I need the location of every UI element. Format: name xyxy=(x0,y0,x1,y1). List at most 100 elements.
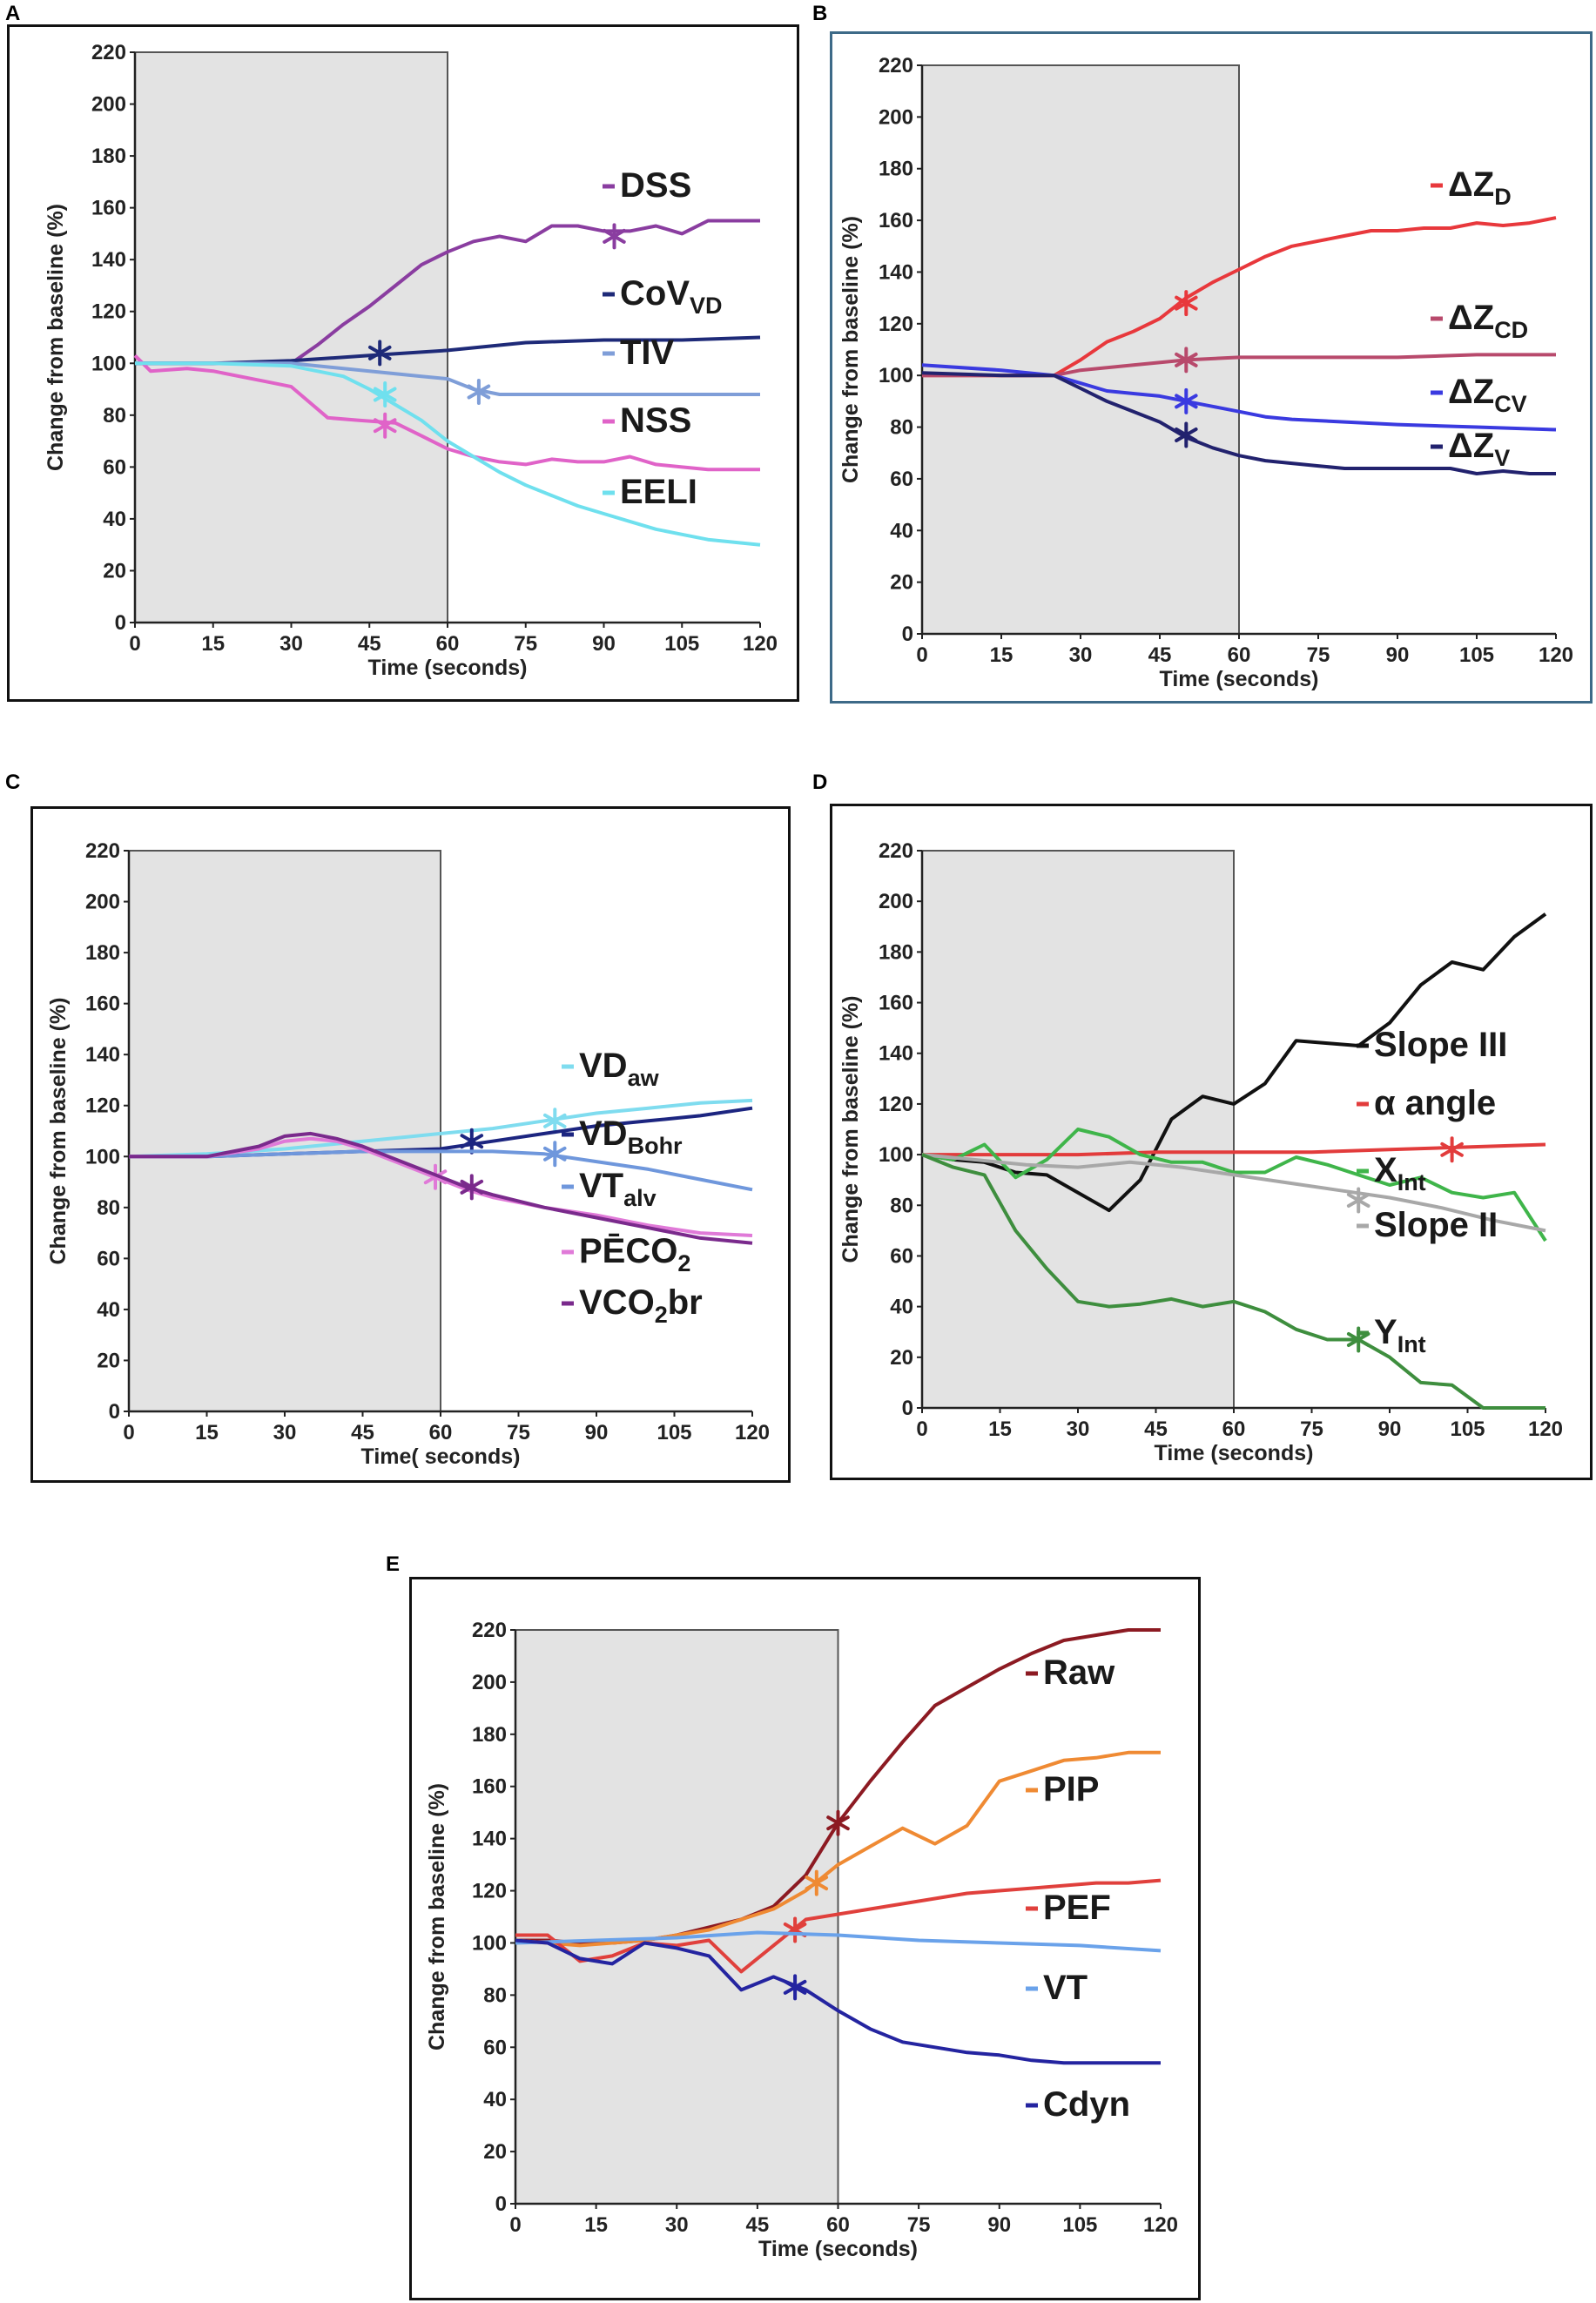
x-axis-title-e: Time (seconds) xyxy=(758,2237,918,2261)
legend-label-zcv: ΔZCV xyxy=(1448,373,1527,417)
marker-star-zd xyxy=(1175,290,1198,317)
legend-label-nss: NSS xyxy=(620,401,691,440)
marker-star-cdyn xyxy=(783,1974,807,2001)
series-line-vco2br xyxy=(129,1131,753,1245)
series-line-p-co2 xyxy=(129,1136,753,1237)
x-tick-label: 0 xyxy=(509,2213,521,2237)
marker-star-angle xyxy=(1440,1136,1464,1163)
y-tick-label: 40 xyxy=(890,519,913,542)
y-tick-label: 60 xyxy=(890,1244,913,1268)
marker-star-vdbohr xyxy=(460,1128,484,1155)
x-tick-label: 0 xyxy=(129,632,140,656)
series-line-vtalv xyxy=(129,1149,753,1192)
y-tick-label: 40 xyxy=(97,1298,120,1322)
series-line-xint xyxy=(921,1128,1547,1242)
chart-panel-d: 0 20 40 60 80 100 120 140 160 180 200 220 0 15 30 45 60 7… xyxy=(838,839,1563,1465)
y-tick-label: 0 xyxy=(495,2192,507,2216)
panel-label-e: E xyxy=(386,1552,401,1576)
y-tick-label: 20 xyxy=(890,1346,913,1370)
x-tick-label: 0 xyxy=(916,1417,927,1441)
marker-star-vdaw xyxy=(543,1108,567,1135)
marker-star-pip xyxy=(805,1869,829,1896)
legend-label-raw: Raw xyxy=(1043,1653,1115,1692)
marker-star-zv xyxy=(1175,421,1198,448)
y-tick-label: 220 xyxy=(85,839,120,863)
x-tick-label: 15 xyxy=(988,1417,1012,1441)
x-tick-label: 105 xyxy=(1450,1417,1485,1441)
panel-label-d: D xyxy=(812,771,828,794)
series-line-tiv xyxy=(135,361,760,396)
y-tick-label: 60 xyxy=(483,2036,507,2059)
y-tick-label: 20 xyxy=(890,571,913,595)
legend-label-vdbohr: VDBohr xyxy=(579,1114,683,1159)
marker-star-vco2br xyxy=(460,1174,484,1201)
legend-label-pef: PEF xyxy=(1043,1889,1111,1927)
y-tick-label: 160 xyxy=(85,993,120,1016)
x-tick-label: 105 xyxy=(664,632,699,656)
legend-label-vdaw: VDaw xyxy=(579,1047,660,1091)
legend-label-angle: α angle xyxy=(1374,1084,1496,1122)
y-tick-label: 220 xyxy=(472,1619,507,1642)
x-tick-label: 75 xyxy=(907,2213,931,2237)
x-tick-label: 45 xyxy=(746,2213,770,2237)
series-line-nss xyxy=(133,354,760,472)
y-axis-title-b: Change from baseline (%) xyxy=(838,216,863,483)
legend-label-pip: PIP xyxy=(1043,1770,1099,1808)
shaded-region-b xyxy=(921,64,1240,635)
y-tick-label: 40 xyxy=(890,1296,913,1319)
legend-label-zd: ΔZD xyxy=(1448,165,1512,210)
legend-label-vt: VT xyxy=(1043,1969,1088,2007)
y-tick-label: 120 xyxy=(91,300,126,324)
y-tick-label: 140 xyxy=(91,248,126,272)
x-tick-label: 15 xyxy=(990,643,1013,667)
y-tick-label: 160 xyxy=(472,1775,507,1799)
legend-label-dss: DSS xyxy=(620,166,691,205)
x-tick-label: 30 xyxy=(273,1421,297,1444)
y-tick-label: 40 xyxy=(103,508,126,531)
y-tick-label: 220 xyxy=(91,41,126,64)
y-tick-label: 0 xyxy=(109,1400,120,1424)
y-axis-title-a: Change from baseline (%) xyxy=(44,204,68,471)
marker-star-tiv xyxy=(467,379,491,405)
chart-panel-e: 0 20 40 60 80 100 120 140 160 180 200 220 0 15 30 45 60 7… xyxy=(425,1619,1178,2261)
y-tick-label: 200 xyxy=(879,105,913,129)
y-tick-label: 100 xyxy=(472,1931,507,1955)
y-tick-label: 0 xyxy=(115,611,126,635)
legend-label-cdyn: Cdyn xyxy=(1043,2085,1130,2124)
marker-star-covvd xyxy=(368,340,392,367)
x-tick-label: 45 xyxy=(358,632,381,656)
y-tick-label: 120 xyxy=(472,1880,507,1903)
y-tick-label: 120 xyxy=(85,1094,120,1118)
marker-star-zcd xyxy=(1175,347,1198,374)
x-tick-label: 15 xyxy=(201,632,225,656)
panel-label-a: A xyxy=(5,2,21,25)
series-line-slope-ii xyxy=(921,1153,1546,1233)
x-tick-label: 105 xyxy=(657,1421,691,1444)
y-tick-label: 60 xyxy=(103,455,126,479)
y-tick-label: 140 xyxy=(879,260,913,284)
y-tick-label: 100 xyxy=(91,352,126,375)
x-tick-label: 90 xyxy=(987,2213,1011,2237)
y-tick-label: 140 xyxy=(85,1043,120,1067)
x-tick-label: 30 xyxy=(279,632,303,656)
legend-label-yint: YInt xyxy=(1374,1313,1426,1357)
series-line-vdaw xyxy=(128,1098,753,1159)
legend-label-covvd: CoVVD xyxy=(620,274,723,319)
marker-star-zcv xyxy=(1175,387,1198,414)
legend-label-slope-iii: Slope III xyxy=(1374,1026,1507,1064)
shaded-region-a xyxy=(134,51,448,623)
x-tick-label: 120 xyxy=(735,1421,770,1444)
legend-label-eeli: EELI xyxy=(620,473,697,511)
legend-label-xint: XInt xyxy=(1374,1151,1426,1195)
shaded-region-c xyxy=(128,850,441,1412)
y-tick-label: 160 xyxy=(91,197,126,220)
x-tick-label: 75 xyxy=(1307,643,1330,667)
series-line-zcv xyxy=(921,363,1557,432)
series-line-zv xyxy=(921,371,1556,475)
series-line-zd xyxy=(922,216,1557,378)
x-tick-label: 90 xyxy=(592,632,616,656)
x-tick-label: 45 xyxy=(1144,1417,1168,1441)
series-line-pef xyxy=(515,1878,1162,1974)
x-tick-label: 30 xyxy=(1069,643,1093,667)
series-line-cdyn xyxy=(515,1938,1161,2065)
